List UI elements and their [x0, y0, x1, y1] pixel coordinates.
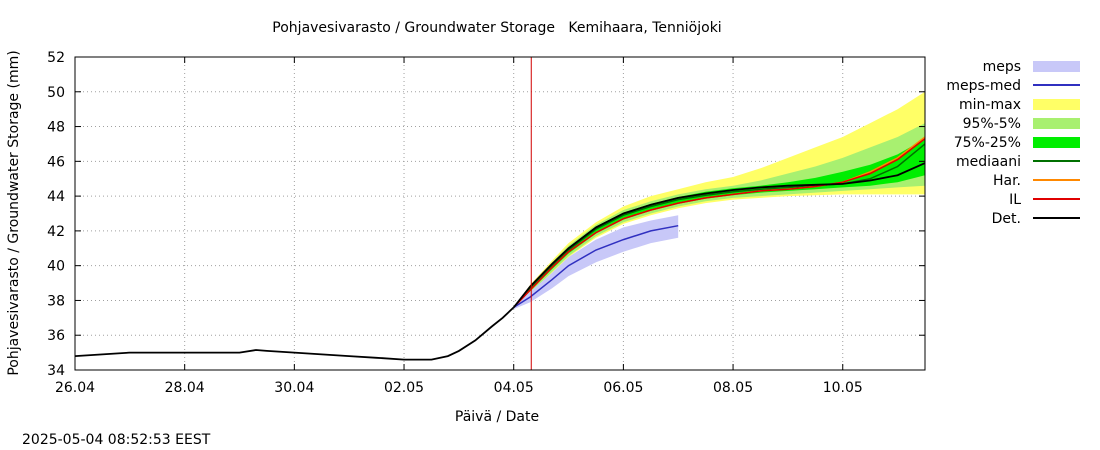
x-tick-label: 28.04 — [165, 380, 205, 396]
plot-area — [75, 57, 925, 370]
y-tick-label: 42 — [47, 224, 65, 240]
x-tick-label: 10.05 — [823, 380, 863, 396]
x-axis-ticks: 26.04 28.04 30.04 02.05 04.05 06.05 08.05 10.05 — [55, 57, 863, 396]
legend-swatch-min-max — [1033, 99, 1080, 110]
line-det-forecast — [512, 162, 926, 308]
legend-swatch-75-25 — [1033, 137, 1080, 148]
legend-label-il: IL — [1009, 192, 1021, 208]
legend-label-min-max: min-max — [959, 97, 1021, 113]
forecast-lines — [74, 136, 926, 361]
y-tick-label: 46 — [47, 154, 65, 170]
y-tick-label: 52 — [47, 50, 65, 66]
y-tick-label: 50 — [47, 85, 65, 101]
legend: meps meps-med min-max 95%-5% 75%-25% mediaani… — [946, 59, 1080, 227]
y-axis-ticks: 34 36 38 40 42 44 46 48 50 52 — [47, 50, 925, 379]
band-95-5 — [513, 123, 925, 308]
x-axis-label: Päivä / Date — [455, 409, 539, 425]
x-tick-label: 06.05 — [603, 380, 643, 396]
timestamp: 2025-05-04 08:52:53 EEST — [22, 432, 211, 448]
band-75-25 — [513, 138, 925, 308]
y-axis-label: Pohjavesivarasto / Groundwater Storage (… — [6, 50, 22, 375]
x-tick-label: 30.04 — [274, 380, 314, 396]
legend-label-meps: meps — [983, 59, 1021, 75]
chart-title: Pohjavesivarasto / Groundwater Storage K… — [272, 20, 721, 36]
x-tick-label: 02.05 — [384, 380, 424, 396]
y-tick-label: 38 — [47, 293, 65, 309]
legend-swatch-95-5 — [1033, 118, 1080, 129]
line-il — [513, 138, 926, 308]
y-tick-label: 40 — [47, 259, 65, 275]
y-tick-label: 34 — [47, 363, 65, 379]
legend-label-95-5: 95%-5% — [963, 116, 1021, 132]
legend-label-mediaani: mediaani — [956, 154, 1021, 170]
band-min-max — [513, 91, 925, 308]
plot-frame — [74, 56, 926, 371]
y-tick-label: 36 — [47, 328, 65, 344]
line-det-observed — [74, 306, 515, 361]
x-tick-label: 26.04 — [55, 380, 95, 396]
legend-label-75-25: 75%-25% — [954, 135, 1021, 151]
forecast-bands — [513, 91, 925, 310]
y-tick-label: 48 — [47, 120, 65, 136]
legend-label-meps-med: meps-med — [946, 78, 1021, 94]
legend-swatch-meps — [1033, 61, 1080, 72]
x-tick-label: 04.05 — [494, 380, 534, 396]
y-tick-label: 44 — [47, 189, 65, 205]
x-tick-label: 08.05 — [713, 380, 753, 396]
legend-label-har: Har. — [993, 173, 1021, 189]
line-meps-med — [513, 224, 679, 309]
legend-label-det: Det. — [992, 211, 1021, 227]
band-meps — [513, 215, 679, 310]
